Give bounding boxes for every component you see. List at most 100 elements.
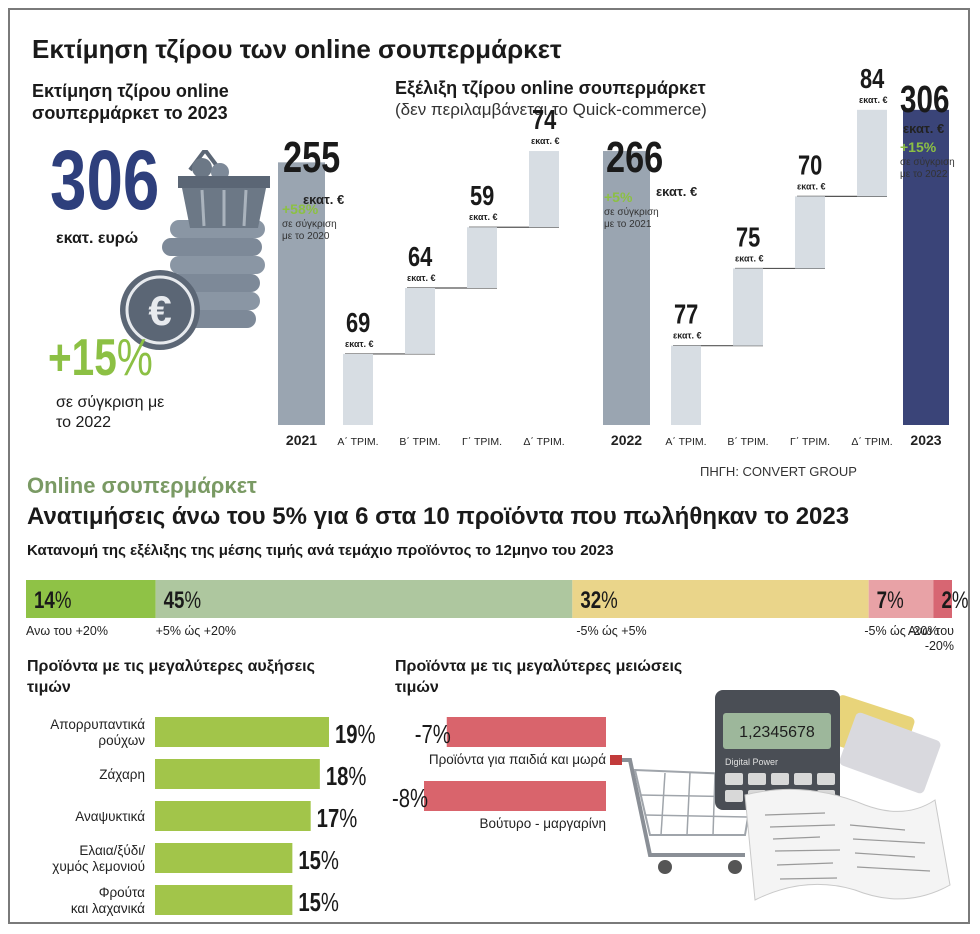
annotation-change: +5% [604,189,633,205]
unit-label: εκατ. € [735,253,764,263]
segment-value-wrap: 7% [877,587,904,614]
increase-value: 19% [335,720,376,749]
waterfall-bar [857,109,887,197]
waterfall-bar [903,109,949,425]
credit-cards [825,695,941,794]
category-label: Γ΄ ΤΡΙΜ. [790,436,830,448]
annotation-note: σε σύγκριση [604,206,659,218]
annotation-note: με το 2021 [604,219,652,230]
unit-label: εκατ. € [656,184,697,199]
increase-value: 18% [326,762,367,791]
segment-label: -20% [925,639,954,653]
increase-bar [155,717,329,747]
increase-label: Φρούτα [99,885,145,900]
segment-value-suffix: % [184,587,201,614]
distribution-segment [155,580,573,618]
increase-bar [155,801,311,831]
value-label-wrap: 266 [606,133,663,182]
calculator-cart-illustration: 1,2345678 Digital Power [610,690,951,901]
segment-value: 2% [941,587,968,614]
segment-value: 7% [877,587,904,614]
increase-bar [155,759,320,789]
increase-bar [155,843,293,873]
increase-label: και λαχανικά [71,901,145,916]
category-label: Β΄ ΤΡΙΜ. [399,436,440,448]
segment-value-suffix: % [887,587,904,614]
distribution-stacked-bar: 14% Ανω του +20% 45% +5% ώς +20% 32% -5% ώς +… [26,580,969,653]
euro-coin-icon: € [120,270,200,350]
distribution-segment [868,580,934,618]
value-label-wrap: 255 [283,133,340,182]
left-panel-heading: Εκτίμηση τζίρου online σουπερμάρκετ το 2… [32,81,229,123]
basket-coins-illustration: € [120,150,270,350]
waterfall-bar [529,151,559,228]
category-label: Α΄ ΤΡΙΜ. [337,436,378,448]
shopping-basket-icon [178,150,270,228]
calculator-display: 1,2345678 [739,724,815,741]
annotation-note: σε σύγκριση [282,218,337,230]
increases-title: Προϊόντα με τις μεγαλύτερες αυξήσεις τιμ… [27,658,315,696]
section-kicker: Online σουπερμάρκετ [27,473,257,498]
segment-value: 45% [164,587,201,614]
increase-bar [155,885,293,915]
change-note: σε σύγκριση με το 2022 [56,394,165,431]
source-note: ΠΗΓΗ: CONVERT GROUP [700,464,857,479]
increase-value-suffix: % [348,762,366,791]
decrease-bar [446,717,606,747]
segment-value-suffix: % [55,587,72,614]
waterfall-bar [603,151,650,425]
category-label: Γ΄ ΤΡΙΜ. [462,436,502,448]
unit-label: εκατ. € [531,136,560,146]
value-label: 75 [736,222,760,253]
waterfall-bar [405,288,435,354]
decrease-value-wrap: -7% [415,720,451,749]
decrease-label: Βούτυρο - μαργαρίνη [479,816,606,831]
decrease-value-wrap: -8% [392,784,428,813]
segment-label: +5% ώς +20% [156,624,236,638]
unit-label: εκατ. € [345,339,374,349]
value-label: 84 [860,63,884,94]
big-value: 306 [50,133,160,227]
svg-text:€: € [148,287,171,334]
increase-label: Ζάχαρη [99,767,145,782]
unit-label: εκατ. € [797,181,826,191]
value-label: 59 [470,181,494,212]
unit-label: εκατ. € [859,95,888,105]
value-label-wrap: 77 [674,299,698,330]
increase-value-wrap: 19% [335,720,376,749]
distribution-segment [933,580,952,618]
increase-label: χυμός λεμονιού [52,859,145,874]
increase-value-wrap: 15% [298,888,339,917]
category-label: Δ΄ ΤΡΙΜ. [851,436,892,448]
segment-label: -5% ώς -20% [864,624,938,638]
segment-value-wrap: 2% [941,587,968,614]
increase-label: ρούχων [98,733,145,748]
value-label-wrap: 75 [736,222,760,253]
distribution-subtitle: Κατανομή της εξέλιξης της μέσης τιμής αν… [27,542,614,559]
value-label: 64 [408,241,432,272]
value-label-wrap: 74 [532,104,556,135]
waterfall-bar [278,162,325,425]
calculator-brand: Digital Power [725,757,778,767]
increase-value-wrap: 15% [298,846,339,875]
value-label: 69 [346,307,370,338]
increase-value-wrap: 17% [317,804,358,833]
unit-label: εκατ. € [469,212,498,222]
waterfall-bar [733,268,763,346]
annotation-change: +15% [900,139,937,155]
increase-value: 17% [317,804,358,833]
value-label-wrap: 64 [408,241,432,272]
value-label-wrap: 70 [798,150,822,181]
value-label: 266 [606,133,663,182]
value-label-wrap: 84 [860,63,884,94]
waterfall-bar [795,196,825,269]
segment-label: -5% ώς +5% [576,624,646,638]
increase-value: 15% [298,888,339,917]
category-label: Δ΄ ΤΡΙΜ. [523,436,564,448]
segment-value-suffix: % [952,587,969,614]
value-label-wrap: 306 [900,79,949,121]
annotation-note: με το 2022 [900,169,948,180]
decreases-title: Προϊόντα με τις μεγαλύτερες μειώσεις τιμ… [395,658,683,696]
chart-heading: Εξέλιξη τζίρου online σουπερμάρκετ [395,78,706,98]
